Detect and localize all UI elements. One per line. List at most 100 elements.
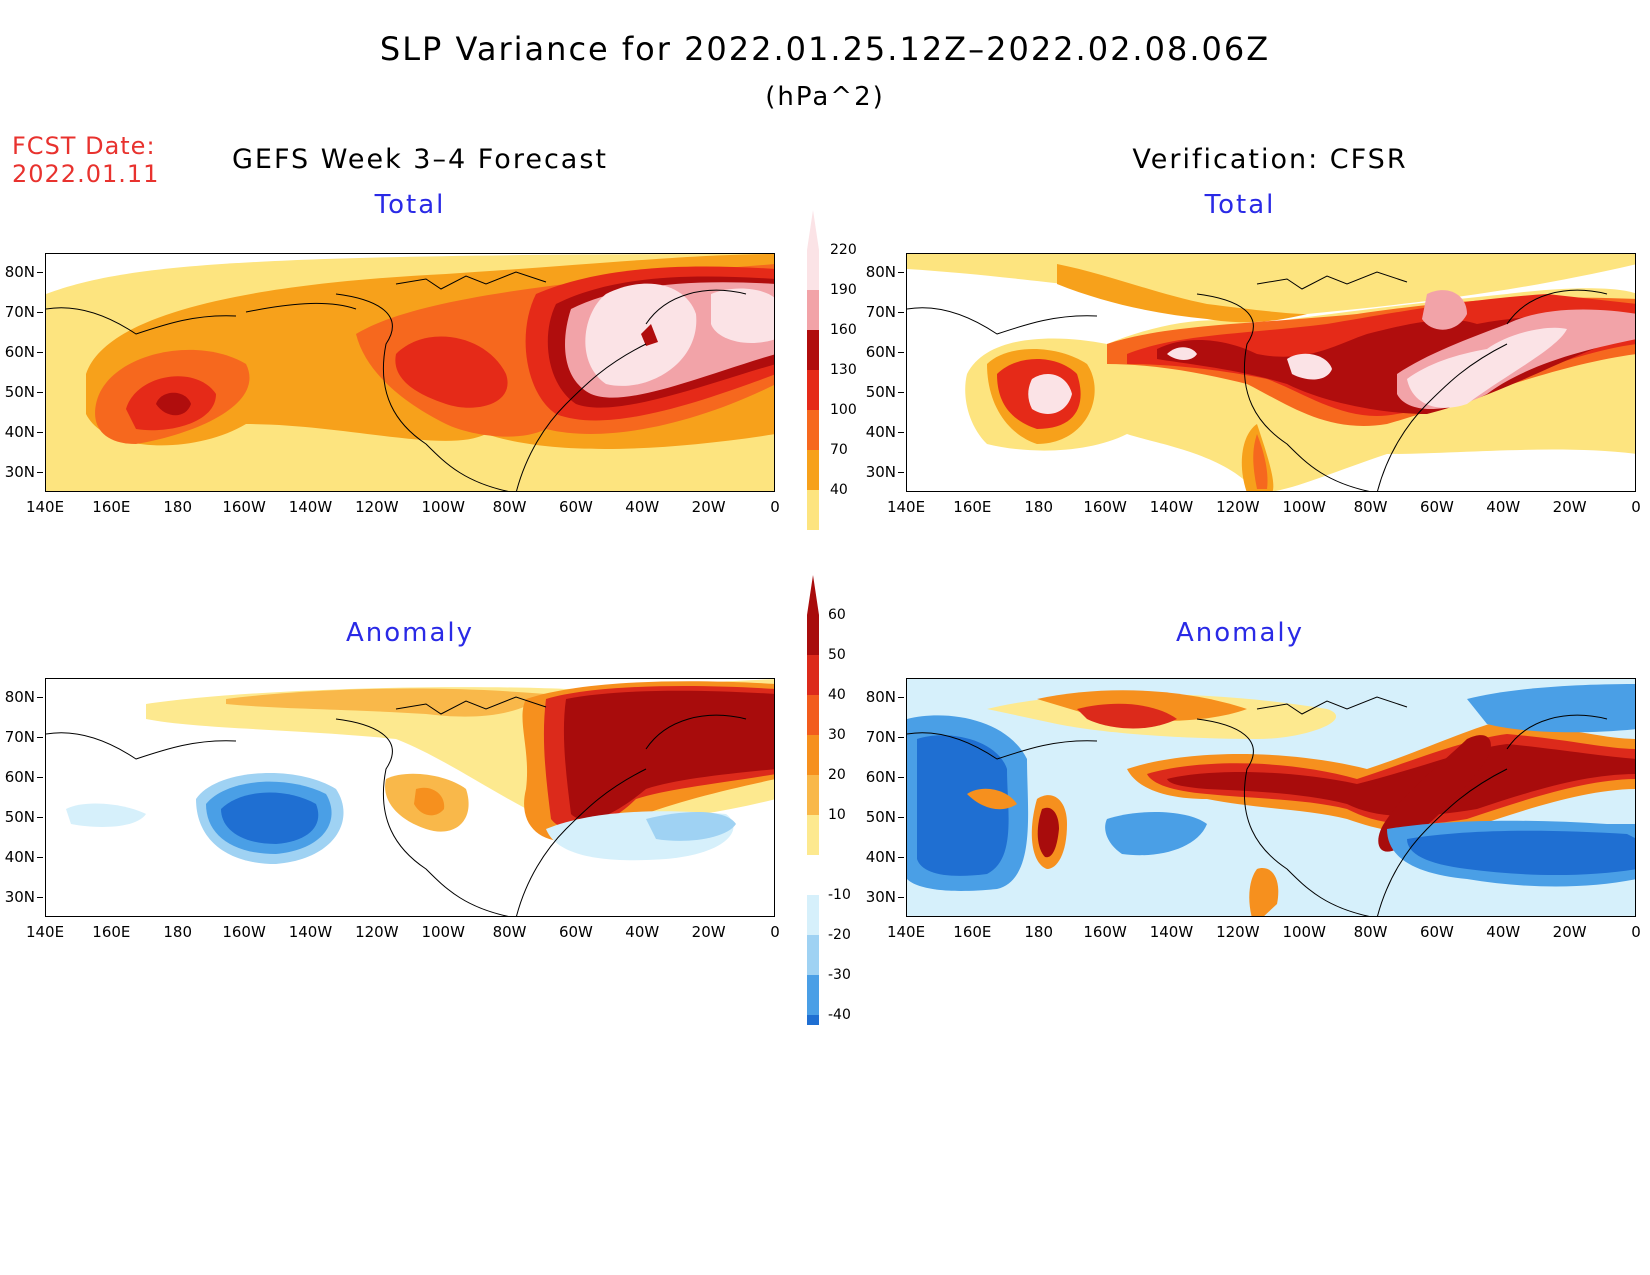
- lon-tick-label: 120W: [1216, 498, 1260, 516]
- colorbar-swatch: [807, 935, 819, 975]
- lon-tick-label: 160W: [1083, 498, 1127, 516]
- lon-tick-label: 60W: [1419, 923, 1454, 941]
- colorbar-swatch: [807, 450, 819, 490]
- colorbar-swatch: [807, 775, 819, 815]
- lon-tick-label: 60W: [1419, 498, 1454, 516]
- colorbar-tick-label: 100: [830, 402, 857, 418]
- colorbar-tick-label: -40: [828, 1007, 851, 1023]
- lon-tick-label: 0: [1631, 498, 1641, 516]
- colorbar-tick-label: 20: [828, 767, 846, 783]
- verification-anomaly-subtitle: Anomaly: [1175, 618, 1305, 648]
- colorbar-tick-label: 220: [830, 242, 857, 258]
- lon-tick-label: 120W: [355, 923, 399, 941]
- lat-tick-label: 40N: [0, 423, 43, 441]
- right-column-title: Verification: CFSR: [1132, 144, 1408, 175]
- colorbar-tick-label: 40: [830, 482, 848, 498]
- forecast-anomaly-map: [45, 678, 775, 917]
- figure-title: SLP Variance for 2022.01.25.12Z–2022.02.…: [379, 30, 1271, 68]
- lat-tick-label: 50N: [0, 383, 43, 401]
- lat-tick-label: 80N: [856, 688, 904, 706]
- lon-tick-label: 140W: [288, 498, 333, 516]
- colorbar-swatch: [807, 370, 819, 410]
- lat-tick-label: 60N: [0, 768, 43, 786]
- lon-tick-label: 160E: [92, 498, 131, 516]
- lon-tick-label: 80W: [1353, 923, 1388, 941]
- lon-tick-label: 60W: [558, 923, 593, 941]
- lon-tick-label: 40W: [1486, 923, 1521, 941]
- colorbar-tick-label: 160: [830, 322, 857, 338]
- lon-tick-label: 20W: [1552, 498, 1587, 516]
- lat-tick-label: 40N: [856, 848, 904, 866]
- colorbar-swatch: [807, 250, 819, 290]
- colorbar-tick-label: 130: [830, 362, 857, 378]
- lat-tick-label: 70N: [856, 303, 904, 321]
- colorbar-swatch: [807, 735, 819, 775]
- colorbar-tick-label: -10: [828, 887, 851, 903]
- lon-tick-label: 0: [770, 923, 780, 941]
- lon-tick-label: 120W: [1216, 923, 1260, 941]
- colorbar-tick-label: -20: [828, 927, 851, 943]
- colorbar-swatch: [807, 695, 819, 735]
- total-colorbar: [807, 210, 819, 530]
- lat-tick-label: 80N: [856, 263, 904, 281]
- lon-tick-label: 40W: [625, 923, 660, 941]
- lat-tick-label: 70N: [0, 303, 43, 321]
- colorbar-swatch: [807, 855, 819, 895]
- lat-tick-label: 30N: [856, 463, 904, 481]
- lon-tick-label: 100W: [421, 498, 465, 516]
- lon-tick-label: 20W: [691, 498, 726, 516]
- lon-tick-label: 80W: [1353, 498, 1388, 516]
- lon-tick-label: 80W: [492, 498, 527, 516]
- forecast-total-map: [45, 253, 775, 492]
- lon-tick-label: 160W: [222, 923, 266, 941]
- lon-tick-label: 140E: [886, 923, 926, 941]
- colorbar-swatch: [807, 1015, 819, 1025]
- verification-total-subtitle: Total: [1204, 190, 1276, 220]
- colorbar-swatch: [807, 895, 819, 935]
- colorbar-swatch: [807, 815, 819, 855]
- left-column-title: GEFS Week 3–4 Forecast: [231, 144, 608, 175]
- lat-tick-label: 30N: [0, 888, 43, 906]
- lon-tick-label: 20W: [691, 923, 726, 941]
- lon-tick-label: 160E: [953, 923, 992, 941]
- fcst-date-label: FCST Date:: [12, 132, 156, 160]
- lon-tick-label: 140E: [25, 498, 65, 516]
- forecast-total-subtitle: Total: [374, 190, 446, 220]
- colorbar-tick-label: 30: [828, 727, 846, 743]
- lon-tick-label: 140E: [25, 923, 65, 941]
- colorbar-tick-label: 10: [828, 807, 846, 823]
- lon-tick-label: 140W: [288, 923, 333, 941]
- lon-tick-label: 180: [1024, 498, 1054, 516]
- lon-tick-label: 20W: [1552, 923, 1587, 941]
- colorbar-tick-label: -30: [828, 967, 851, 983]
- lon-tick-label: 160W: [222, 498, 266, 516]
- lon-tick-label: 60W: [558, 498, 593, 516]
- lat-tick-label: 50N: [0, 808, 43, 826]
- lon-tick-label: 140E: [886, 498, 926, 516]
- verification-anomaly-map: [906, 678, 1636, 917]
- verification-total-map: [906, 253, 1636, 492]
- lat-tick-label: 30N: [0, 463, 43, 481]
- lat-tick-label: 60N: [856, 343, 904, 361]
- lon-tick-label: 0: [1631, 923, 1641, 941]
- colorbar-tick-label: 190: [830, 282, 857, 298]
- lon-tick-label: 40W: [625, 498, 660, 516]
- lon-tick-label: 180: [1024, 923, 1054, 941]
- lat-tick-label: 80N: [0, 263, 43, 281]
- colorbar-swatch: [807, 410, 819, 450]
- lat-tick-label: 70N: [856, 728, 904, 746]
- lat-tick-label: 70N: [0, 728, 43, 746]
- lon-tick-label: 40W: [1486, 498, 1521, 516]
- colorbar-top-extension: [807, 210, 819, 250]
- lon-tick-label: 160E: [92, 923, 131, 941]
- colorbar-top-extension: [807, 575, 819, 615]
- colorbar-swatch: [807, 655, 819, 695]
- colorbar-swatch: [807, 290, 819, 330]
- lon-tick-label: 100W: [1282, 923, 1326, 941]
- lat-tick-label: 40N: [0, 848, 43, 866]
- colorbar-swatch: [807, 975, 819, 1015]
- colorbar-tick-label: 70: [830, 442, 848, 458]
- lon-tick-label: 80W: [492, 923, 527, 941]
- lon-tick-label: 100W: [421, 923, 465, 941]
- lon-tick-label: 100W: [1282, 498, 1326, 516]
